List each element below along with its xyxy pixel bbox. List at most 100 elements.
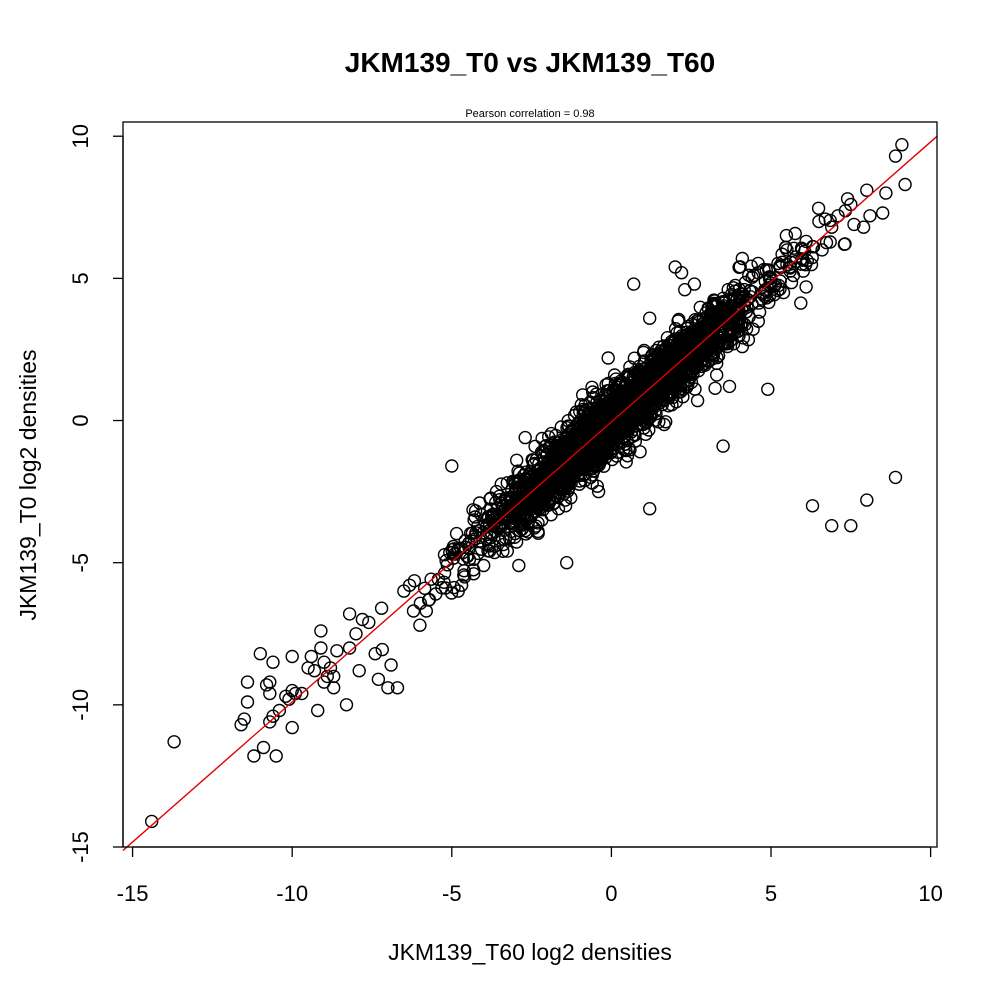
data-point (860, 183, 874, 197)
data-point (652, 371, 666, 386)
data-point (895, 137, 909, 152)
data-point (648, 413, 663, 427)
data-point (518, 506, 532, 521)
data-point (547, 462, 561, 476)
data-point (279, 689, 293, 703)
data-point (429, 587, 443, 601)
data-point (589, 407, 604, 421)
data-point (660, 356, 674, 370)
y-tick-label: -5 (68, 553, 93, 573)
y-axis: -15 -10 -5 0 5 10 (68, 124, 124, 863)
data-point (390, 681, 405, 695)
data-point (837, 237, 852, 252)
x-tick-label: -5 (442, 881, 462, 906)
data-point (751, 314, 765, 328)
data-point (534, 466, 549, 480)
data-point (751, 266, 765, 280)
data-point (467, 567, 481, 581)
data-point (752, 305, 767, 319)
y-tick-label: -10 (68, 689, 93, 721)
data-point (471, 546, 485, 561)
data-point (285, 649, 299, 664)
data-point (520, 485, 534, 499)
data-point (662, 391, 676, 405)
data-point (710, 368, 724, 382)
data-point (643, 502, 657, 516)
data-point (561, 475, 576, 490)
data-point (518, 430, 532, 445)
data-point (879, 186, 893, 200)
data-point (733, 260, 747, 274)
data-point (674, 266, 689, 280)
data-point (295, 686, 309, 701)
data-point (585, 380, 599, 394)
data-point (794, 296, 808, 310)
data-point (314, 624, 328, 638)
data-point (352, 664, 366, 678)
data-point (758, 289, 772, 304)
data-point (259, 678, 274, 692)
data-point (716, 291, 730, 305)
data-point (779, 240, 793, 255)
data-point (736, 331, 751, 345)
data-point (773, 282, 787, 296)
data-point (585, 476, 599, 490)
data-point (687, 360, 701, 375)
data-point (647, 354, 661, 368)
data-point (445, 459, 459, 473)
data-point (780, 243, 794, 257)
data-point (512, 558, 526, 573)
data-point (263, 675, 277, 689)
data-point (799, 234, 813, 249)
data-point (742, 268, 756, 282)
data-point (307, 664, 322, 678)
data-point (805, 499, 820, 513)
data-point (632, 365, 646, 379)
data-point (330, 644, 344, 658)
y-tick-label: 10 (68, 124, 93, 148)
data-point (898, 177, 912, 192)
data-point (533, 493, 547, 507)
data-point (473, 534, 487, 548)
data-point (787, 241, 801, 256)
data-point (285, 720, 299, 735)
data-point (786, 268, 801, 283)
data-point (418, 581, 432, 595)
data-point (595, 388, 609, 402)
data-point (672, 312, 686, 327)
data-point (724, 324, 738, 338)
data-point (804, 257, 819, 272)
data-point (557, 468, 571, 482)
data-point (726, 337, 741, 351)
data-point (487, 517, 501, 532)
data-point (375, 642, 389, 657)
data-point (237, 712, 252, 726)
data-point (253, 647, 267, 661)
data-point (374, 601, 389, 615)
data-point (856, 220, 871, 234)
fit-line-layer (122, 135, 938, 851)
data-point (457, 570, 472, 584)
data-point (531, 516, 545, 530)
data-point (728, 278, 742, 293)
fit-line (122, 135, 938, 851)
data-point (706, 348, 721, 362)
data-point (863, 209, 877, 223)
data-point (449, 526, 464, 541)
data-point (314, 641, 328, 655)
chart-title: JKM139_T0 vs JKM139_T60 (345, 47, 715, 78)
data-point (635, 404, 650, 418)
data-point (847, 217, 861, 232)
data-point (812, 214, 826, 229)
data-point (815, 243, 829, 257)
data-point (472, 496, 487, 510)
data-point (564, 491, 578, 505)
data-point (490, 502, 504, 516)
data-point (888, 470, 903, 485)
data-point (579, 445, 593, 459)
data-point (722, 379, 737, 394)
data-point (595, 423, 609, 437)
data-point (684, 325, 698, 340)
data-point (355, 612, 370, 627)
data-point (566, 470, 580, 485)
